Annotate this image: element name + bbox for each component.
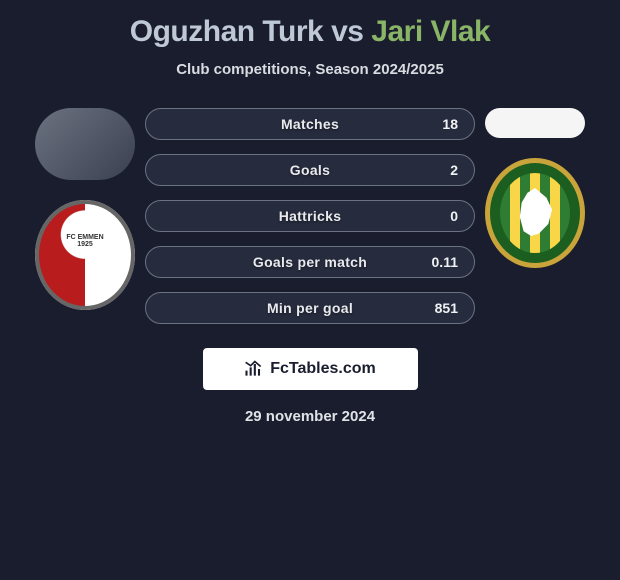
stats-column: Matches 18 Goals 2 Hattricks 0 Goals per match…: [140, 108, 480, 324]
brand-text: FcTables.com: [270, 360, 376, 378]
stat-row: Matches 18: [145, 108, 475, 140]
player1-name: Oguzhan Turk: [130, 15, 323, 48]
page-title: Oguzhan Turk vs Jari Vlak: [130, 15, 490, 49]
stat-value: 2: [450, 162, 458, 178]
chart-icon: [244, 359, 264, 379]
club2-badge: [485, 158, 585, 268]
right-column: [480, 108, 590, 268]
left-column: FC EMMEN1925: [30, 108, 140, 310]
subtitle: Club competitions, Season 2024/2025: [176, 61, 444, 78]
stat-label: Min per goal: [267, 300, 353, 316]
club1-badge: FC EMMEN1925: [35, 200, 135, 310]
player2-avatar: [485, 108, 585, 138]
stat-value: 851: [435, 300, 458, 316]
stat-label: Matches: [281, 116, 339, 132]
stat-value: 0.11: [432, 254, 458, 270]
stat-label: Goals per match: [253, 254, 367, 270]
club1-label: FC EMMEN1925: [66, 234, 103, 248]
vs-text: vs: [331, 15, 363, 48]
stat-value: 18: [442, 116, 458, 132]
date-line: 29 november 2024: [245, 408, 375, 425]
stat-row: Hattricks 0: [145, 200, 475, 232]
main-area: FC EMMEN1925 Matches 18 Goals 2 Hattricks 0 Go…: [0, 108, 620, 324]
player2-name: Jari Vlak: [371, 15, 490, 48]
brand-badge: FcTables.com: [203, 348, 418, 390]
infographic-container: Oguzhan Turk vs Jari Vlak Club competiti…: [0, 0, 620, 435]
stat-label: Goals: [290, 162, 330, 178]
stat-row: Min per goal 851: [145, 292, 475, 324]
stat-row: Goals 2: [145, 154, 475, 186]
player1-avatar: [35, 108, 135, 180]
stat-value: 0: [450, 208, 458, 224]
stat-label: Hattricks: [279, 208, 342, 224]
stat-row: Goals per match 0.11: [145, 246, 475, 278]
